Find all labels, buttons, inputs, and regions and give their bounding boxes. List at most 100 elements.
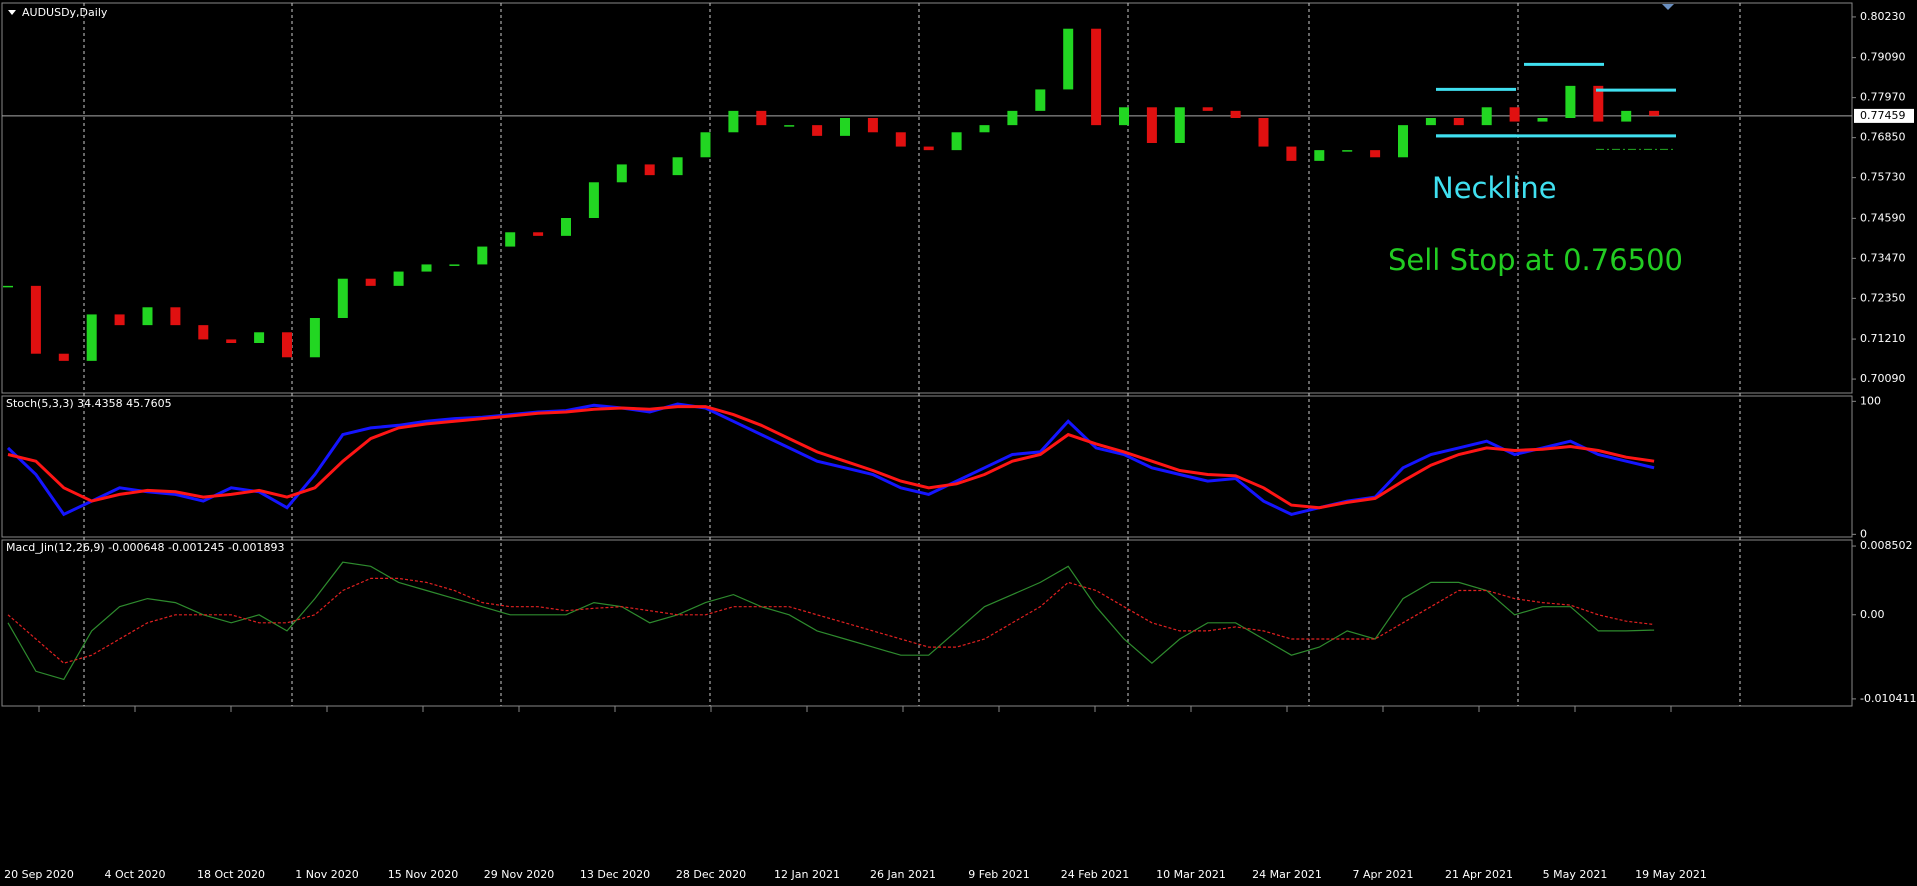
candle <box>1119 107 1129 126</box>
y-tick-label: 100 <box>1860 394 1881 407</box>
candle <box>282 332 292 358</box>
shift-marker <box>1662 4 1674 10</box>
candle <box>979 125 990 133</box>
candle <box>1007 110 1018 126</box>
x-tick-label: 15 Nov 2020 <box>388 868 458 881</box>
stoch-title: Stoch(5,3,3) 34.4358 45.7605 <box>6 397 172 410</box>
x-tick-label: 4 Oct 2020 <box>104 868 165 881</box>
candle <box>895 132 906 147</box>
candle <box>393 271 404 286</box>
candle <box>226 339 237 343</box>
x-tick-label: 21 Apr 2021 <box>1445 868 1513 881</box>
menu-arrow[interactable] <box>8 10 16 15</box>
candle <box>951 132 962 151</box>
candle <box>365 278 376 286</box>
x-tick-label: 1 Nov 2020 <box>295 868 358 881</box>
candle <box>588 182 599 218</box>
x-tick-label: 5 May 2021 <box>1543 868 1608 881</box>
candle <box>421 264 432 272</box>
current-price-box <box>1854 108 1914 123</box>
candle <box>86 314 97 361</box>
candle <box>198 325 209 340</box>
x-tick-label: 24 Feb 2021 <box>1061 868 1129 881</box>
candle <box>309 318 320 358</box>
candle <box>1453 118 1464 126</box>
x-tick-label: 24 Mar 2021 <box>1252 868 1322 881</box>
candle <box>1035 89 1046 111</box>
stoch-panel <box>1 395 1853 538</box>
candle <box>1425 118 1436 126</box>
x-tick-label: 10 Mar 2021 <box>1156 868 1226 881</box>
candle <box>1146 107 1157 143</box>
candle <box>1593 85 1604 122</box>
candle <box>1258 118 1269 147</box>
x-tick-label: 7 Apr 2021 <box>1352 868 1413 881</box>
x-tick-label: 12 Jan 2021 <box>774 868 840 881</box>
y-tick-label: 0 <box>1860 527 1867 540</box>
y-tick-label: 0.71210 <box>1860 332 1906 345</box>
candle <box>114 314 125 326</box>
candle <box>812 125 823 136</box>
y-tick-label: 0.75730 <box>1860 171 1906 184</box>
y-tick-label: 0.77970 <box>1860 91 1906 104</box>
candle <box>784 125 795 127</box>
candle <box>1370 150 1381 158</box>
candle <box>867 118 878 133</box>
layout <box>1 2 1853 707</box>
candle <box>840 118 850 136</box>
x-tick-label: 9 Feb 2021 <box>968 868 1029 881</box>
y-tick-label: 0.70090 <box>1860 372 1906 385</box>
candle <box>728 110 739 133</box>
x-tick-label: 13 Dec 2020 <box>580 868 650 881</box>
candle <box>477 246 488 265</box>
indicator-line <box>7 561 1655 681</box>
candle <box>170 307 181 326</box>
candle <box>1509 107 1520 122</box>
candle <box>923 146 934 151</box>
macd-title: Macd_Jin(12,26,9) -0.000648 -0.001245 -0… <box>6 541 284 554</box>
candle <box>700 132 711 158</box>
neckline-label: Neckline <box>1432 171 1557 205</box>
x-tick-label: 20 Sep 2020 <box>4 868 74 881</box>
candle <box>644 164 655 176</box>
candle <box>58 353 69 361</box>
main-title: AUDUSDy,Daily <box>22 6 108 19</box>
candle <box>756 110 767 126</box>
candle <box>1174 107 1185 143</box>
indicator-line <box>7 577 1655 664</box>
candle <box>142 307 153 326</box>
current-price-label: 0.77459 <box>1860 109 1906 122</box>
candle <box>1286 146 1297 161</box>
candle <box>337 278 348 318</box>
candle <box>1621 110 1632 122</box>
sell-stop-label: Sell Stop at 0.76500 <box>1388 243 1683 277</box>
candle <box>1481 107 1492 126</box>
candle <box>1091 28 1102 126</box>
candle <box>254 332 265 343</box>
y-tick-label: 0.73470 <box>1860 251 1906 264</box>
candle <box>672 157 683 176</box>
candle <box>1063 28 1074 90</box>
indicator-line <box>7 405 1655 510</box>
main-panel <box>1 2 1853 394</box>
candle <box>1565 85 1576 118</box>
candle <box>1314 150 1325 161</box>
y-tick-label: 0.79090 <box>1860 51 1906 64</box>
candle <box>533 232 544 236</box>
y-tick-label: -0.010411 <box>1860 692 1916 705</box>
candle <box>505 232 516 247</box>
y-tick-label: 0.80230 <box>1860 10 1906 23</box>
candle <box>1649 110 1660 116</box>
candle <box>561 218 571 236</box>
indicator-line <box>6 402 1655 517</box>
x-tick-label: 26 Jan 2021 <box>870 868 936 881</box>
candle <box>616 164 627 183</box>
candle <box>1398 125 1408 158</box>
candle <box>1202 107 1213 111</box>
y-tick-label: 0.76850 <box>1860 131 1906 144</box>
candle <box>1537 118 1548 122</box>
macd-panel <box>1 539 1853 707</box>
x-tick-label: 19 May 2021 <box>1635 868 1707 881</box>
y-tick-label: 0.72350 <box>1860 291 1906 304</box>
